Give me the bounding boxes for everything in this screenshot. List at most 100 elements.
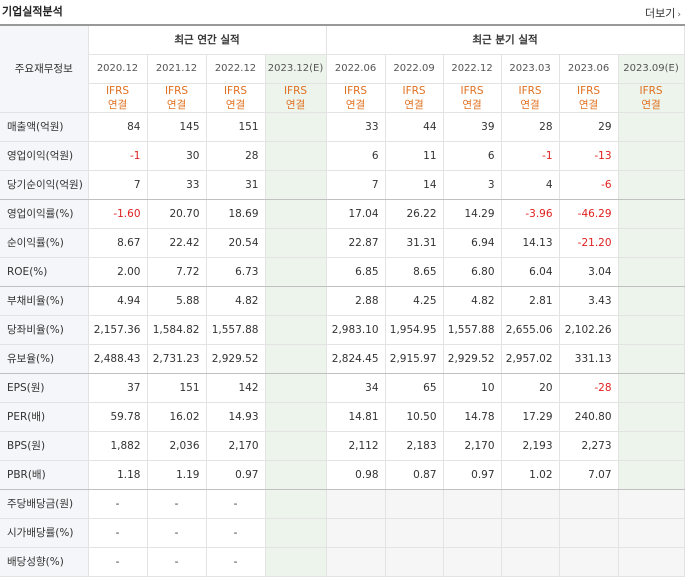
row-label: PBR(배) [0, 459, 89, 490]
table-row: BPS(원) 1,882 2,036 2,170 2,112 2,183 2,170 2,19… [0, 430, 685, 461]
ifrs-standard: IFRS [164, 84, 189, 97]
annual-value-cell: - [87, 517, 148, 548]
annual-value-cell [264, 401, 327, 432]
row-label: EPS(원) [0, 372, 89, 403]
annual-value-cell: - [146, 517, 207, 548]
period-header: 2023.03 [500, 53, 560, 84]
ifrs-label: IFRS 연결 [442, 82, 502, 113]
ifrs-consolidated: 연결 [345, 98, 366, 111]
period-header: 2022.12 [442, 53, 502, 84]
quarter-value-cell: 17.29 [500, 401, 560, 432]
annual-value-cell: 142 [205, 372, 266, 403]
table-row: 유보율(%) 2,488.43 2,731.23 2,929.52 2,824.45 2,… [0, 343, 685, 374]
quarter-value-cell [325, 546, 386, 577]
more-label: 더보기 [645, 7, 676, 20]
quarter-value-cell: 2,102.26 [558, 314, 619, 345]
period-header: 2022.12 [205, 53, 266, 84]
quarter-value-cell: 39 [442, 111, 502, 142]
quarter-value-cell: 331.13 [558, 343, 619, 374]
annual-value-cell: -1.60 [87, 198, 148, 229]
period-header: 2023.12(E) [264, 53, 327, 84]
quarter-value-cell [617, 488, 685, 519]
row-label: 영업이익(억원) [0, 140, 89, 171]
row-label: 유보율(%) [0, 343, 89, 374]
ifrs-standard: IFRS [105, 84, 130, 97]
annual-value-cell: 84 [87, 111, 148, 142]
table-row: 부채비율(%) 4.94 5.88 4.82 2.88 4.25 4.82 2.81 3.43 [0, 285, 685, 316]
quarter-value-cell: 6.85 [325, 256, 386, 287]
quarter-value-cell: -3.96 [500, 198, 560, 229]
row-label: 시가배당률(%) [0, 517, 89, 548]
quarter-value-cell [500, 488, 560, 519]
annual-value-cell: 7.72 [146, 256, 207, 287]
ifrs-label: IFRS 연결 [87, 82, 148, 113]
row-label: PER(배) [0, 401, 89, 432]
annual-value-cell: 5.88 [146, 285, 207, 316]
quarter-value-cell: 2,915.97 [384, 343, 444, 374]
quarter-value-cell [384, 546, 444, 577]
quarter-value-cell: 14.78 [442, 401, 502, 432]
quarter-value-cell: 7 [325, 169, 386, 200]
quarter-value-cell: -13 [558, 140, 619, 171]
quarter-value-cell: -21.20 [558, 227, 619, 258]
annual-value-cell: 4.82 [205, 285, 266, 316]
quarter-value-cell [325, 517, 386, 548]
annual-value-cell [264, 198, 327, 229]
quarter-value-cell: 1,557.88 [442, 314, 502, 345]
ifrs-label: IFRS 연결 [146, 82, 207, 113]
quarter-value-cell: 10.50 [384, 401, 444, 432]
quarter-value-cell: 22.87 [325, 227, 386, 258]
quarter-value-cell: 3.04 [558, 256, 619, 287]
section-title: 기업실적분석 [2, 5, 63, 18]
annual-value-cell: 2,170 [205, 430, 266, 461]
ifrs-standard: IFRS [223, 84, 248, 97]
quarter-value-cell: 2,193 [500, 430, 560, 461]
annual-value-cell [264, 546, 327, 577]
quarter-value-cell [617, 256, 685, 287]
annual-value-cell: 1,557.88 [205, 314, 266, 345]
ifrs-consolidated: 연결 [166, 98, 187, 111]
ifrs-consolidated: 연결 [462, 98, 482, 111]
quarter-value-cell [384, 488, 444, 519]
period-header: 2023.06 [558, 53, 619, 84]
annual-value-cell [264, 488, 327, 519]
quarter-value-cell: 0.98 [325, 459, 386, 490]
annual-value-cell [264, 111, 327, 142]
quarter-value-cell [558, 488, 619, 519]
annual-value-cell: 8.67 [87, 227, 148, 258]
quarter-value-cell: 2.88 [325, 285, 386, 316]
annual-group-header: 최근 연간 실적 [87, 25, 327, 55]
table-row: 시가배당률(%) - - - [0, 517, 685, 548]
row-label: 배당성향(%) [0, 546, 89, 577]
quarter-value-cell: 14 [384, 169, 444, 200]
annual-value-cell: 2,036 [146, 430, 207, 461]
quarter-value-cell [500, 517, 560, 548]
period-header: 2023.09(E) [617, 53, 685, 84]
ifrs-consolidated: 연결 [520, 98, 540, 111]
quarter-value-cell [500, 546, 560, 577]
ifrs-label: IFRS 연결 [617, 82, 685, 113]
quarter-value-cell [617, 517, 685, 548]
quarter-value-cell [617, 111, 685, 142]
annual-value-cell: 2,929.52 [205, 343, 266, 374]
quarter-value-cell [617, 285, 685, 316]
table-row: 주당배당금(원) - - - [0, 488, 685, 519]
quarter-value-cell [384, 517, 444, 548]
quarter-value-cell: 65 [384, 372, 444, 403]
ifrs-standard: IFRS [518, 84, 542, 97]
quarter-value-cell: 31.31 [384, 227, 444, 258]
row-label: 당기순이익(억원) [0, 169, 89, 200]
quarter-value-cell: 1.02 [500, 459, 560, 490]
quarter-value-cell: 28 [500, 111, 560, 142]
quarter-value-cell: 20 [500, 372, 560, 403]
annual-value-cell [264, 256, 327, 287]
table-row: 매출액(억원) 84 145 151 33 44 39 28 29 [0, 111, 685, 142]
quarter-value-cell: 3 [442, 169, 502, 200]
more-link[interactable]: 더보기 › [645, 5, 681, 21]
quarter-value-cell: 0.97 [442, 459, 502, 490]
ifrs-label: IFRS 연결 [325, 82, 386, 113]
ifrs-label: IFRS 연결 [558, 82, 619, 113]
quarter-value-cell: 44 [384, 111, 444, 142]
quarter-value-cell: 2.81 [500, 285, 560, 316]
quarter-value-cell [617, 546, 685, 577]
